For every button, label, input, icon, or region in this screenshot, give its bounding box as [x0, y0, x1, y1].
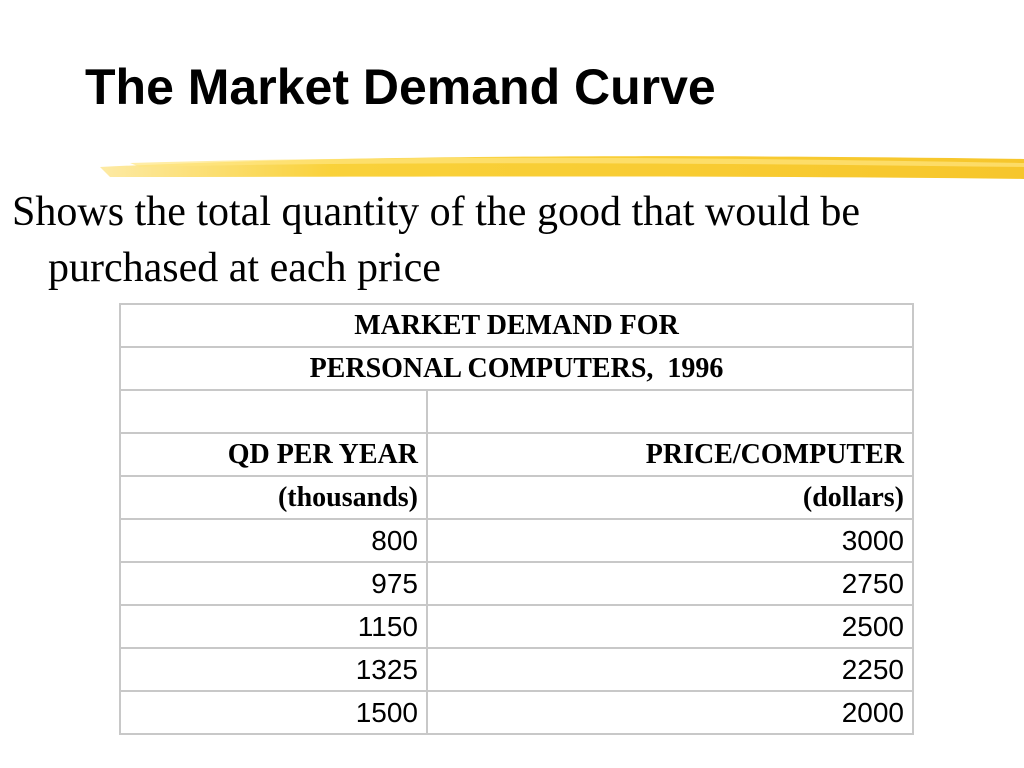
data-cell: 2000	[426, 690, 914, 735]
table-row: 1325 2250	[119, 647, 914, 692]
header-cell: (dollars)	[426, 475, 914, 520]
empty-cell	[119, 389, 428, 434]
data-cell: 2250	[426, 647, 914, 692]
data-cell: 2750	[426, 561, 914, 606]
table-row	[119, 389, 914, 434]
highlight-stroke	[100, 156, 1024, 179]
table-row: 975 2750	[119, 561, 914, 606]
table-row: (thousands) (dollars)	[119, 475, 914, 520]
header-cell: PRICE/COMPUTER	[426, 432, 914, 477]
table-row: QD PER YEAR PRICE/COMPUTER	[119, 432, 914, 477]
slide-title: The Market Demand Curve	[85, 59, 716, 115]
table-row: 1150 2500	[119, 604, 914, 649]
table-caption: PERSONAL COMPUTERS, 1996	[119, 346, 914, 391]
data-cell: 3000	[426, 518, 914, 563]
table-row: PERSONAL COMPUTERS, 1996	[119, 346, 914, 391]
body-text: Shows the total quantity of the good tha…	[12, 189, 861, 291]
table-row: 800 3000	[119, 518, 914, 563]
data-cell: 1325	[119, 647, 428, 692]
empty-cell	[426, 389, 914, 434]
demand-table: MARKET DEMAND FOR PERSONAL COMPUTERS, 199…	[119, 303, 914, 735]
table-row: MARKET DEMAND FOR	[119, 303, 914, 348]
data-cell: 975	[119, 561, 428, 606]
data-cell: 800	[119, 518, 428, 563]
table-row: 1500 2000	[119, 690, 914, 735]
header-cell: (thousands)	[119, 475, 428, 520]
header-cell: QD PER YEAR	[119, 432, 428, 477]
data-cell: 2500	[426, 604, 914, 649]
data-cell: 1500	[119, 690, 428, 735]
data-cell: 1150	[119, 604, 428, 649]
table-caption: MARKET DEMAND FOR	[119, 303, 914, 348]
